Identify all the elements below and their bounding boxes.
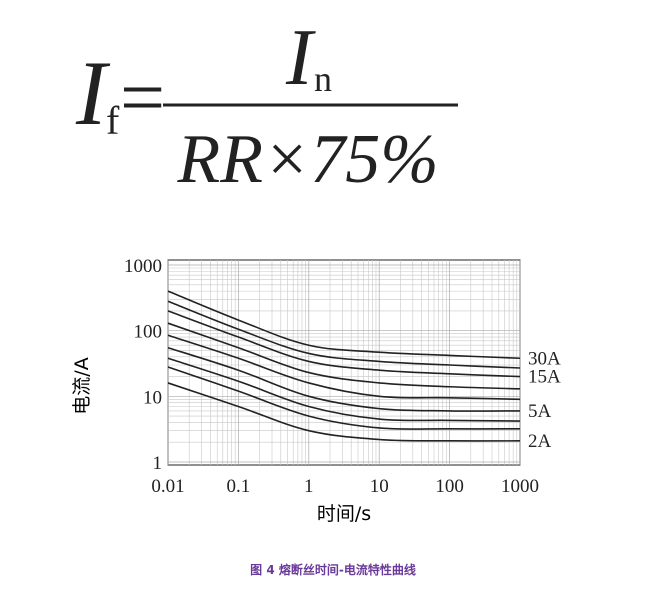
x-tick-label: 100 <box>435 476 464 497</box>
curve-label: 30A <box>528 348 561 369</box>
plot-frame <box>167 259 521 466</box>
x-tick-label: 10 <box>370 476 389 497</box>
curve <box>167 382 521 442</box>
y-axis-label: 电流/A <box>71 357 93 414</box>
formula-lhs-sub: f <box>106 98 120 143</box>
curve <box>167 346 521 412</box>
curve <box>167 290 521 360</box>
formula-num: I <box>285 14 316 102</box>
curve-label: 2A <box>528 431 552 452</box>
curve <box>167 366 521 430</box>
curve <box>167 322 521 390</box>
y-tick-label: 1 <box>153 453 163 474</box>
curve-label: 15A <box>528 367 561 388</box>
formula-den: RR×75% <box>176 121 438 198</box>
formula-eq: = <box>120 54 165 142</box>
curve <box>167 300 521 369</box>
curve <box>167 334 521 401</box>
curve <box>167 357 521 422</box>
x-tick-label: 0.01 <box>151 476 184 497</box>
x-tick-label: 0.1 <box>227 476 251 497</box>
y-tick-label: 1000 <box>124 256 162 277</box>
formula-lhs: I <box>75 42 111 144</box>
curve <box>167 310 521 378</box>
x-axis-label: 时间/s <box>317 503 371 525</box>
x-tick-label: 1 <box>304 476 314 497</box>
x-tick-label: 1000 <box>501 476 539 497</box>
formula-num-sub: n <box>314 59 332 99</box>
curve-label: 5A <box>528 401 552 422</box>
y-tick-label: 10 <box>143 387 162 408</box>
y-tick-label: 100 <box>134 322 163 343</box>
caption: 图 4 熔断丝时间-电流特性曲线 <box>250 562 416 577</box>
